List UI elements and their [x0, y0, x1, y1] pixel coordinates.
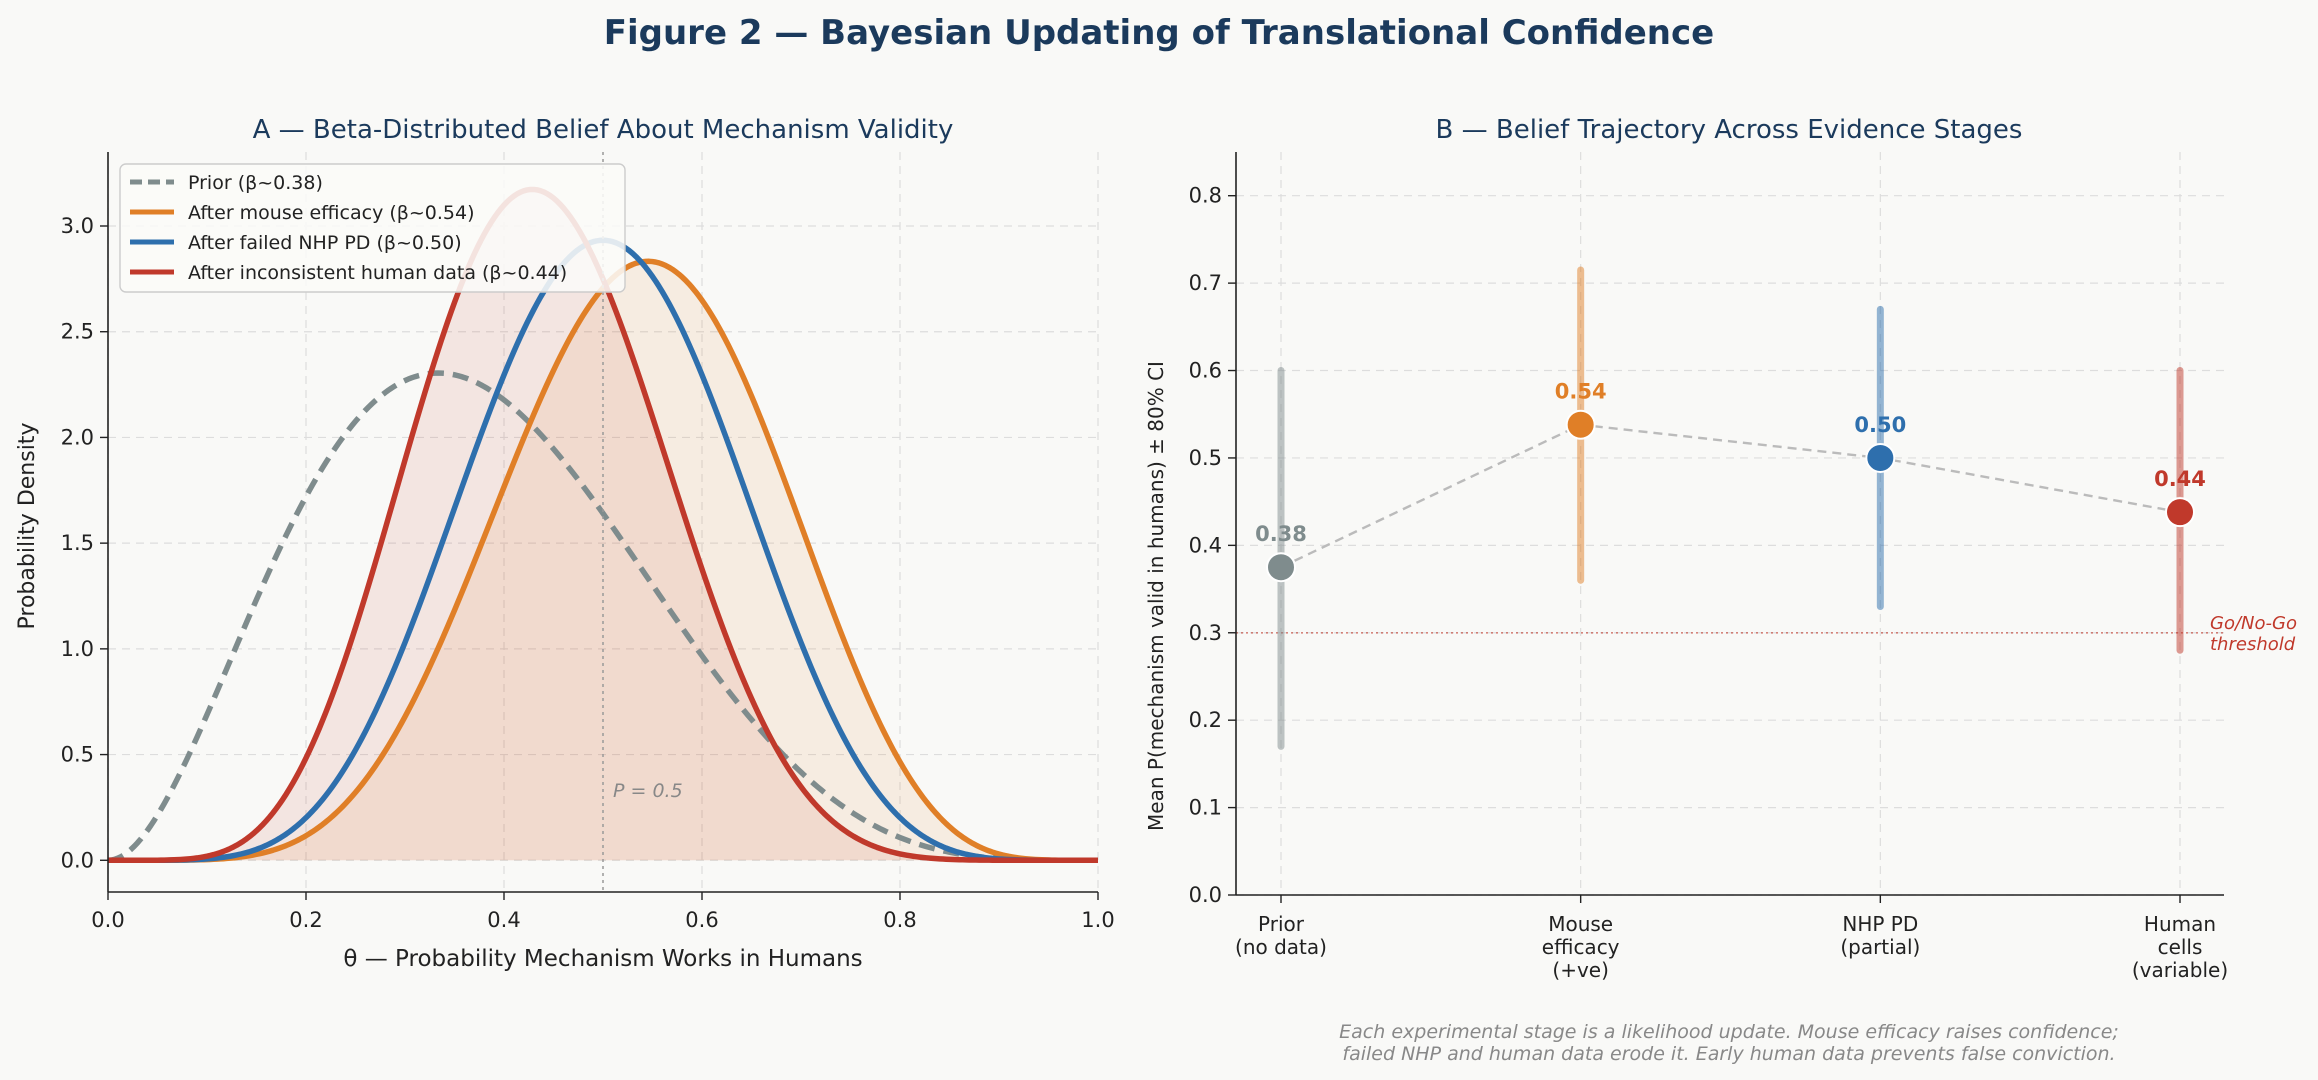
y-tick-label: 3.0: [61, 214, 94, 238]
legend-label: After mouse efficacy (β~0.54): [188, 202, 475, 224]
caption-line-1: Each experimental stage is a likelihood …: [1339, 1021, 2119, 1043]
y-tick-label: 0.2: [1189, 708, 1222, 732]
x-category-label: efficacy: [1542, 935, 1620, 959]
point-value-label: 0.38: [1255, 522, 1307, 546]
y-tick-label: 0.1: [1189, 796, 1222, 820]
density-curve-prior: [107, 370, 1098, 864]
panel-a-title: A — Beta-Distributed Belief About Mechan…: [253, 115, 954, 145]
trajectory-line: [1280, 423, 2181, 569]
x-tick-label: 0.4: [487, 908, 520, 932]
y-tick-label: 0.0: [1189, 883, 1222, 907]
panel-a-reference-line: P = 0.5: [602, 152, 683, 892]
x-tick-label: 0.0: [91, 908, 124, 932]
y-tick-label: 2.0: [61, 425, 94, 449]
panel-b: B — Belief Trajectory Across Evidence St…: [1144, 115, 2297, 982]
point-mouse: [1565, 409, 1596, 440]
x-category-label: (+ve): [1552, 958, 1609, 982]
y-tick-label: 0.5: [1189, 446, 1222, 470]
y-tick-label: 0.5: [61, 743, 94, 767]
point-human: [2165, 497, 2195, 528]
point-prior: [1266, 552, 1296, 583]
x-category-label: NHP PD: [1842, 912, 1918, 936]
threshold-label: threshold: [2210, 634, 2296, 655]
y-tick-label: 0.8: [1189, 184, 1222, 208]
legend-label: After inconsistent human data (β~0.44): [188, 262, 567, 284]
x-tick-label: 0.2: [289, 908, 322, 932]
panel-a-y-label: Probability Density: [15, 423, 40, 630]
x-tick-label: 0.8: [883, 908, 916, 932]
y-tick-label: 0.7: [1189, 271, 1222, 295]
panel-a-legend: Prior (β~0.38) After mouse efficacy (β~0.…: [119, 163, 626, 293]
y-tick-label: 1.0: [61, 637, 94, 661]
y-tick-label: 0.0: [61, 848, 94, 872]
reference-label: P = 0.5: [613, 780, 683, 802]
x-category-label: (variable): [2132, 958, 2228, 982]
x-category-label: Prior: [1258, 912, 1305, 936]
x-category-label: (no data): [1235, 935, 1327, 959]
panel-a-x-label: θ — Probability Mechanism Works in Human…: [343, 946, 862, 972]
x-tick-label: 1.0: [1081, 908, 1114, 932]
panel-a-axes: 0.0 0.2 0.4 0.6 0.8 1.0 0.0 0.5 1.0 1.5 2.0 2.5 3.0: [61, 152, 1115, 932]
y-tick-label: 0.3: [1189, 621, 1222, 645]
panel-b-title: B — Belief Trajectory Across Evidence St…: [1436, 115, 2023, 145]
caption-line-2: failed NHP and human data erode it. Earl…: [1342, 1043, 2115, 1065]
x-category-label: Mouse: [1548, 912, 1613, 936]
panel-b-y-label: Mean P(mechanism valid in humans) ± 80% …: [1144, 361, 1168, 831]
point-nhp: [1865, 442, 1896, 473]
y-tick-label: 0.4: [1189, 533, 1222, 557]
point-value-label: 0.50: [1854, 413, 1906, 437]
legend-label: After failed NHP PD (β~0.50): [188, 232, 462, 254]
x-category-label: (partial): [1840, 935, 1920, 959]
y-tick-label: 2.5: [61, 320, 94, 344]
y-tick-label: 0.6: [1189, 359, 1222, 383]
x-category-label: Human: [2144, 912, 2216, 936]
threshold-label: Go/No-Go: [2210, 613, 2297, 634]
point-value-label: 0.44: [2154, 467, 2206, 491]
x-tick-label: 0.6: [685, 908, 718, 932]
panel-b-marks: 0.38 0.54 0.50 0.44: [1255, 266, 2206, 750]
figure-title: Figure 2 — Bayesian Updating of Translat…: [604, 13, 1714, 53]
panel-b-grid: [1236, 152, 2224, 896]
panel-a: A — Beta-Distributed Belief About Mechan…: [15, 115, 1115, 972]
y-tick-label: 1.5: [61, 531, 94, 555]
panel-b-axes: 0.0 0.1 0.2 0.3 0.4 0.5 0.6 0.7 0.8 Prior(no data…: [1189, 152, 2228, 982]
legend-box: [119, 163, 626, 293]
legend-label: Prior (β~0.38): [188, 172, 323, 194]
point-value-label: 0.54: [1555, 380, 1607, 404]
x-category-label: cells: [2158, 935, 2203, 959]
